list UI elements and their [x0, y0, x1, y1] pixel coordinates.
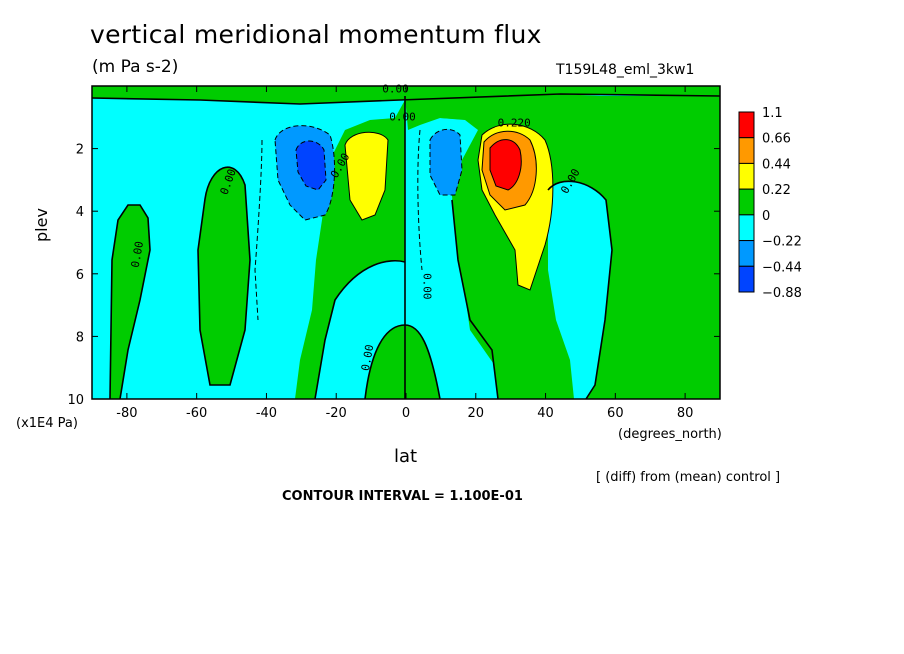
contour-lines [92, 93, 720, 399]
colorbar-swatch [738, 111, 755, 139]
negative-region-nh-east [548, 181, 612, 399]
colorbar-label: 0 [762, 209, 770, 224]
y-tick-label: 6 [76, 268, 84, 283]
x-axis-label: lat [394, 446, 418, 467]
y-tick-label: 2 [76, 143, 84, 158]
positive-region-far-sh [110, 205, 150, 399]
colorbar-swatch [738, 137, 755, 164]
colorbar-label: −0.88 [762, 286, 802, 301]
colorbar-swatch [738, 240, 755, 267]
contour-label: 0.00 [359, 344, 376, 372]
colorbar-label: 0.66 [762, 132, 791, 147]
contour-label: 0.00 [420, 273, 433, 300]
positive-region-nh-red [490, 139, 522, 190]
colorbar-swatch [738, 214, 755, 242]
x-tick-label: -60 [186, 406, 207, 421]
colorbar-swatch [738, 265, 755, 293]
x-tick-label: 20 [468, 406, 485, 421]
colorbar-label: −0.44 [762, 260, 802, 275]
contour-label: 0.00 [389, 110, 416, 123]
colorbar-swatch [738, 188, 755, 216]
x-tick-label: -40 [256, 406, 277, 421]
chart-units: (m Pa s-2) [92, 57, 179, 77]
colorbar-label: 0.44 [762, 157, 791, 172]
y-tick-label: 10 [67, 393, 84, 408]
positive-region-sh-yellow [345, 132, 388, 220]
contour-interval: CONTOUR INTERVAL = 1.100E-01 [282, 489, 523, 504]
negative-contours [254, 125, 463, 321]
x-tick-label: 40 [537, 406, 554, 421]
contour-label: 0.220 [498, 117, 531, 130]
x-axis-unit: (degrees_north) [618, 427, 722, 442]
positive-region-equator [365, 325, 440, 399]
colorbar-label: −0.22 [762, 235, 802, 250]
x-tick-label: 80 [677, 406, 694, 421]
chart-title: vertical meridional momentum flux [90, 20, 542, 49]
y-axis: 2 4 6 8 10 [67, 143, 720, 408]
x-tick-label: -20 [326, 406, 347, 421]
x-axis: -80 -60 -40 -20 0 20 40 60 80 [116, 86, 693, 421]
colorbar-label: 1.1 [762, 106, 783, 121]
x-tick-label: 0 [402, 406, 410, 421]
colorbar-label: 0.22 [762, 183, 791, 198]
y-axis-label: plev [32, 208, 51, 242]
negative-region-sh-deepblue [296, 141, 326, 190]
run-name: T159L48_eml_3kw1 [556, 62, 695, 78]
y-tick-label: 8 [76, 330, 84, 345]
positive-region-sh-west [198, 167, 250, 385]
negative-region-nh-blue [430, 129, 462, 195]
contour-label: 0.00 [129, 240, 146, 268]
contour-label: 0.00 [382, 82, 409, 95]
y-axis-unit: (x1E4 Pa) [16, 416, 78, 431]
y-tick-label: 4 [76, 205, 84, 220]
x-tick-label: 60 [607, 406, 624, 421]
plot-area [92, 86, 720, 399]
colorbar-swatch [738, 162, 755, 190]
x-tick-label: -80 [116, 406, 137, 421]
colorbar: 1.1 0.66 0.44 0.22 0 −0.22 −0.44 −0.88 [738, 106, 802, 301]
diff-note: [ (diff) from (mean) control ] [596, 470, 781, 485]
